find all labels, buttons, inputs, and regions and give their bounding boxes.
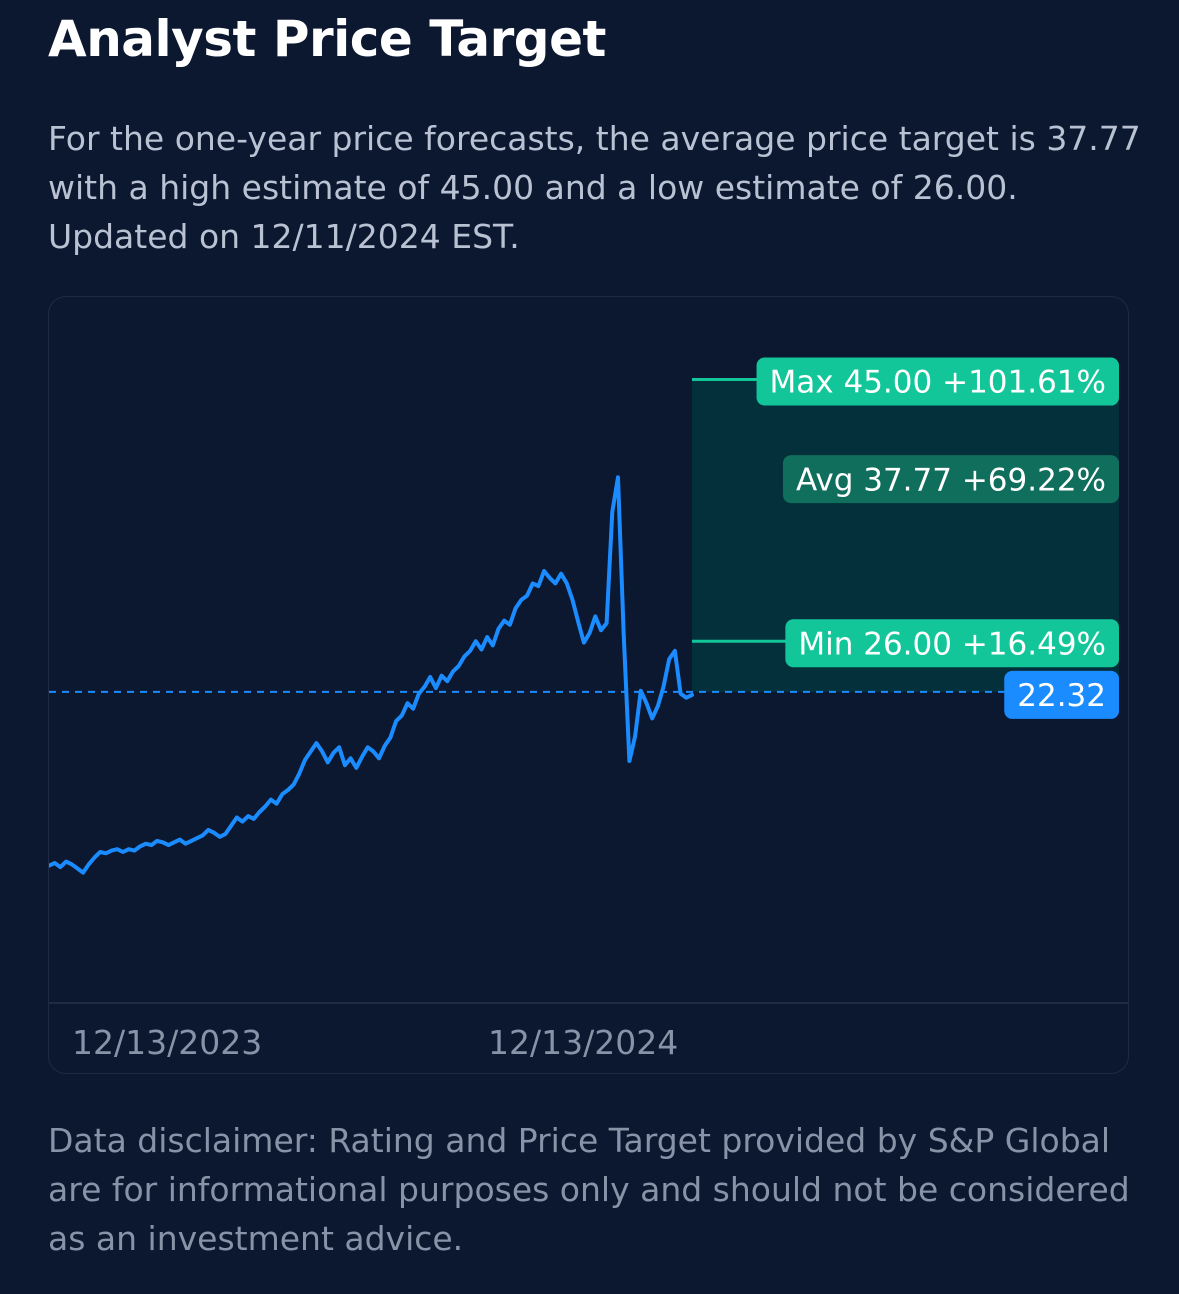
avg-target-badge-text: Avg 37.77 +69.22%	[796, 462, 1106, 498]
price-target-summary: For the one-year price forecasts, the av…	[48, 119, 1141, 256]
max-target-badge-text: Max 45.00 +101.61%	[770, 365, 1106, 401]
x-axis-tick-label: 12/13/2023	[72, 1023, 262, 1062]
price-target-chart-svg: Max 45.00 +101.61% Avg 37.77 +69.22% Min 2…	[49, 357, 1128, 1062]
current-price-badge: 22.32	[1004, 670, 1119, 719]
min-target-badge-text: Min 26.00 +16.49%	[798, 626, 1106, 662]
data-disclaimer: Data disclaimer: Rating and Price Target…	[48, 1121, 1130, 1258]
price-target-chart[interactable]: Max 45.00 +101.61% Avg 37.77 +69.22% Min 2…	[48, 296, 1129, 1074]
current-price-badge-text: 22.32	[1017, 678, 1106, 714]
price-series-line	[49, 475, 694, 875]
x-axis-tick-label: 12/13/2024	[488, 1023, 678, 1062]
min-target-badge: Min 26.00 +16.49%	[785, 619, 1119, 668]
max-target-badge: Max 45.00 +101.61%	[756, 357, 1119, 406]
avg-target-badge: Avg 37.77 +69.22%	[782, 455, 1119, 504]
page-title: Analyst Price Target	[48, 10, 606, 68]
